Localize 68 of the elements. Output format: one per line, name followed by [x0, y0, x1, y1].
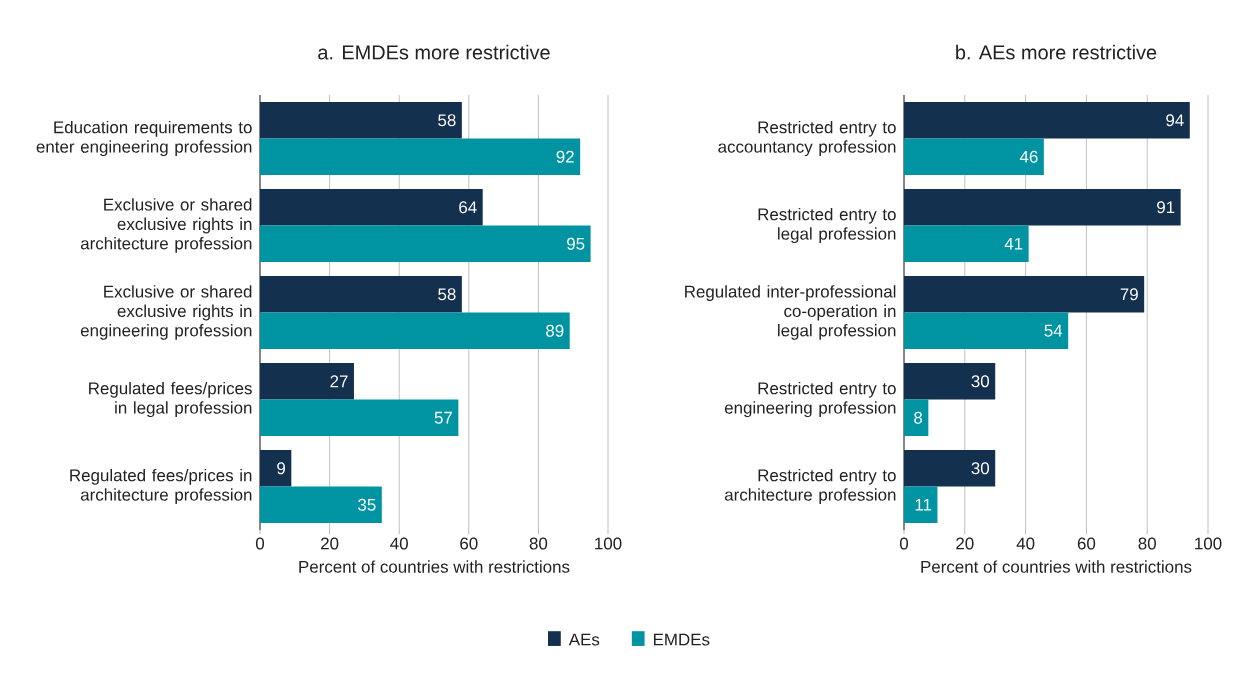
x-tick-label: 0 — [255, 537, 265, 550]
x-axis-title: Percent of countries with restrictions — [299, 560, 570, 573]
bar — [260, 225, 591, 263]
bar — [904, 362, 996, 400]
x-tick-label: 20 — [956, 537, 974, 550]
bar — [904, 312, 1069, 350]
data-label: 8 — [914, 411, 923, 424]
data-label: 9 — [277, 462, 286, 475]
data-label: 11 — [915, 498, 932, 511]
data-label: 27 — [330, 375, 348, 388]
data-label: 30 — [971, 462, 990, 475]
x-tick-label: 60 — [460, 537, 478, 550]
y-tick-label: Regulated inter-professional co-operation in legal profession — [685, 285, 896, 340]
x-tick-label: 0 — [899, 537, 909, 550]
bar — [260, 188, 483, 226]
chart-title: b. AEs more restrictive — [956, 44, 1157, 60]
data-label: 89 — [546, 324, 564, 337]
data-label: 79 — [1120, 288, 1138, 301]
bar — [260, 101, 462, 139]
y-tick-label: Restricted entry to legal profession — [758, 207, 896, 244]
legend-label: AEs — [568, 633, 600, 646]
bar — [260, 275, 462, 313]
legend-label: EMDEs — [653, 633, 710, 646]
x-tick-label: 40 — [390, 537, 408, 550]
y-tick-label: Regulated fees/prices in architecture profession — [70, 468, 252, 505]
y-tick-label: Education requirements to enter engineering profession — [36, 120, 252, 157]
data-label: 46 — [1019, 150, 1038, 163]
data-label: 35 — [358, 498, 376, 511]
data-label: 92 — [556, 150, 574, 163]
bar — [260, 362, 354, 400]
bar — [904, 138, 1044, 176]
x-tick-label: 80 — [1138, 537, 1156, 550]
bar — [260, 138, 581, 176]
data-label: 54 — [1044, 324, 1063, 337]
bar — [904, 449, 996, 487]
x-tick-label: 80 — [529, 537, 548, 550]
x-tick-label: 20 — [321, 537, 339, 550]
data-label: 57 — [434, 411, 452, 424]
x-tick-label: 100 — [595, 537, 622, 550]
x-tick-label: 60 — [1077, 537, 1096, 550]
data-label: 94 — [1166, 114, 1184, 127]
data-label: 41 — [1004, 237, 1023, 250]
data-label: 91 — [1157, 201, 1175, 214]
y-tick-label: Restricted entry to engineering profession — [724, 381, 896, 418]
bar — [904, 275, 1145, 313]
y-tick-label: Regulated fees/prices in legal profession — [89, 381, 252, 418]
y-tick-label: Restricted entry to architecture profession — [724, 468, 896, 505]
bar — [904, 486, 938, 524]
data-label: 64 — [459, 201, 477, 214]
bar — [260, 312, 570, 350]
y-tick-label: Exclusive or shared exclusive rights in engineering profession — [80, 285, 252, 340]
chart-title: a. EMDEs more restrictive — [318, 44, 550, 60]
bar — [904, 399, 929, 437]
y-tick-label: Restricted entry to accountancy profession — [718, 120, 896, 157]
data-label: 95 — [567, 237, 585, 250]
data-label: 58 — [438, 288, 456, 301]
data-label: 58 — [438, 114, 456, 127]
bar — [904, 101, 1190, 139]
bar — [904, 225, 1029, 263]
x-tick-label: 100 — [1195, 537, 1222, 550]
bar — [260, 486, 382, 524]
y-tick-label: Exclusive or shared exclusive rights in architecture profession — [80, 198, 252, 253]
x-axis-title: Percent of countries with restrictions — [921, 560, 1192, 573]
data-label: 30 — [971, 375, 990, 388]
bar — [260, 399, 459, 437]
x-tick-label: 40 — [1016, 537, 1035, 550]
bar — [904, 188, 1181, 226]
bar — [260, 449, 292, 487]
